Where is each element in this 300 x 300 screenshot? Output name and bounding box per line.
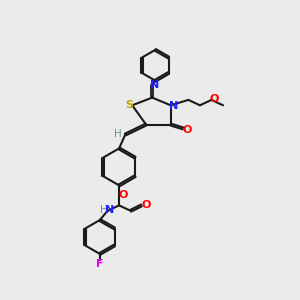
Text: N: N [169,101,178,111]
Text: O: O [141,200,151,210]
Text: S: S [125,100,133,110]
Text: O: O [183,125,192,135]
Text: O: O [118,190,128,200]
Text: F: F [96,259,103,269]
Text: H: H [115,129,122,139]
Text: O: O [210,94,219,104]
Text: N: N [150,80,159,89]
Text: H: H [100,205,108,215]
Text: N: N [105,205,115,215]
